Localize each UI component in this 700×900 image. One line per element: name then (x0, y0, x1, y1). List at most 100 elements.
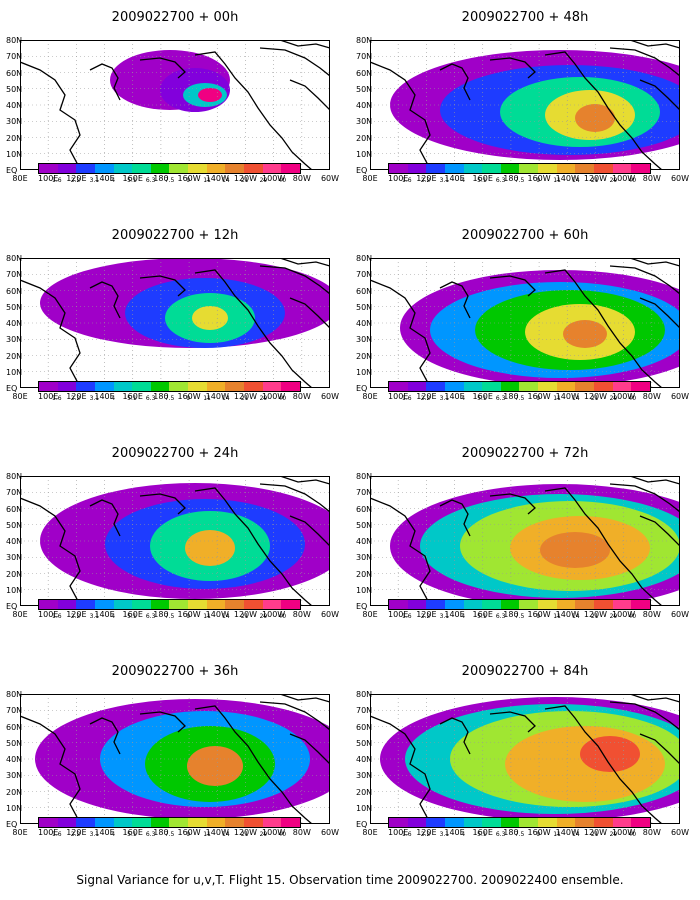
longitude-label: 100W (262, 392, 286, 401)
colorbar-swatch (389, 164, 408, 173)
colorbar-swatch (262, 382, 282, 391)
map-area: 80N 70N 60N 50N 40N 30N 20N 10N EQ 80E 100E 120E 140… (6, 690, 339, 837)
coastline (639, 515, 680, 547)
colorbar-swatch (389, 600, 408, 609)
colorbar-label: 21 (590, 177, 599, 184)
longitude-label: 160E (122, 610, 143, 619)
latitude-label: 70N (6, 52, 23, 62)
colorbar-label: 3.1 (89, 395, 100, 402)
colorbar-swatch (132, 382, 151, 391)
coastline (370, 715, 433, 824)
longitude-label: 140W (555, 392, 579, 401)
longitude-label: 160W (177, 610, 201, 619)
coastline (20, 61, 83, 170)
coastline (639, 733, 680, 765)
colorbar (388, 381, 651, 392)
map-panel: 2009022700 + 60h 80N 70N 60N 50N 40N 30N 20N 10N… (350, 228, 700, 450)
colorbar-swatch (556, 818, 576, 827)
colorbar-label: 7.5 (514, 613, 525, 620)
latitude-label: 20N (6, 133, 23, 143)
colorbar-label: 11 (203, 177, 211, 184)
colorbar-label: 6.3 (495, 177, 506, 184)
colorbar-label: 7.5 (164, 395, 175, 402)
longitude-label: 100E (38, 392, 59, 401)
colorbar-swatch (575, 164, 595, 173)
colorbar-swatch (482, 382, 501, 391)
coastline (289, 515, 330, 547)
colorbar-label: 7.5 (164, 831, 175, 838)
colorbar-label: 4 (461, 613, 466, 620)
colorbar-label: 7.5 (514, 395, 525, 402)
longitude-label: 100W (262, 828, 286, 837)
colorbar-swatch (76, 818, 95, 827)
coastline (259, 701, 330, 731)
longitude-label: 160E (472, 828, 493, 837)
colorbar-label: 21 (240, 613, 249, 620)
colorbar-swatch (594, 382, 613, 391)
latitude-label: 80N (356, 472, 373, 481)
longitude-label: 180 (503, 174, 519, 183)
colorbar-label: 40 (278, 395, 287, 402)
colorbar-swatch (262, 600, 282, 609)
coastline (544, 705, 663, 824)
colorbar (38, 599, 301, 610)
colorbar-swatch (169, 382, 189, 391)
latitude-label: 40N (6, 755, 23, 764)
map-panel: 2009022700 + 72h 80N 70N 60N 50N 40N 30N 20N 10N… (350, 446, 700, 668)
coastline (194, 487, 313, 606)
colorbar-label: 21 (240, 831, 249, 838)
map-panel: 2009022700 + 48h 80N 70N 60N 50N 40N 30N 20N 10N… (350, 10, 700, 232)
colorbar-label: 21 (590, 395, 599, 402)
colorbar-label: 4 (111, 613, 116, 620)
coastline (289, 297, 330, 329)
map-area: 80N 70N 60N 50N 40N 30N 20N 10N EQ 80E 100E 120E 140… (356, 472, 689, 619)
colorbar-swatch (500, 382, 520, 391)
longitude-label: 120W (583, 828, 608, 837)
longitude-label: 180 (153, 828, 169, 837)
longitude-label: 140E (444, 610, 465, 619)
longitude-label: 160W (177, 174, 201, 183)
colorbar-label: 40 (278, 613, 287, 620)
colorbar-label: 40 (628, 177, 637, 184)
colorbar-swatch (612, 382, 632, 391)
colorbar-label: 11 (553, 831, 561, 838)
colorbar-swatch (76, 600, 95, 609)
longitude-label: 140E (94, 392, 115, 401)
colorbar-swatch (150, 818, 170, 827)
longitude-label: 180 (153, 610, 169, 619)
colorbar-label: 14 (222, 831, 230, 838)
longitude-label: 100W (612, 392, 636, 401)
longitude-label: 100E (388, 828, 409, 837)
coastline (544, 487, 663, 606)
colorbar-swatch (407, 600, 427, 609)
longitude-label: 100E (38, 610, 59, 619)
colorbar-swatch (482, 164, 501, 173)
coastline (194, 51, 313, 170)
colorbar (38, 817, 301, 828)
colorbar-label: 1.6 (402, 613, 412, 620)
colorbar-label: 5.1 (127, 831, 137, 838)
longitude-label: 80E (12, 174, 28, 183)
longitude-label: 120W (233, 828, 258, 837)
latitude-label: 80N (6, 254, 23, 263)
coastline (544, 269, 663, 388)
colorbar-swatch (556, 600, 576, 609)
colorbar-swatch (594, 600, 613, 609)
colorbar-label: 14 (572, 613, 580, 620)
latitude-label: EQ (356, 166, 368, 175)
colorbar-swatch (150, 164, 170, 173)
longitude-label: 80W (642, 174, 661, 183)
longitude-label: 140E (444, 174, 465, 183)
longitude-label: 140W (205, 610, 229, 619)
longitude-label: 120E (416, 610, 437, 619)
colorbar-swatch (426, 818, 445, 827)
colorbar-swatch (39, 164, 58, 173)
map-panel: 2009022700 + 36h 80N 70N 60N 50N 40N 30N 20N 10N… (0, 664, 350, 886)
latitude-label: 60N (356, 286, 373, 296)
colorbar-label: 1.6 (52, 613, 62, 620)
coastline (139, 711, 186, 733)
variance-map-svg (20, 258, 330, 388)
colorbar-swatch (407, 818, 427, 827)
colorbar-swatch (57, 600, 77, 609)
colorbar-label: 29 (609, 177, 618, 184)
